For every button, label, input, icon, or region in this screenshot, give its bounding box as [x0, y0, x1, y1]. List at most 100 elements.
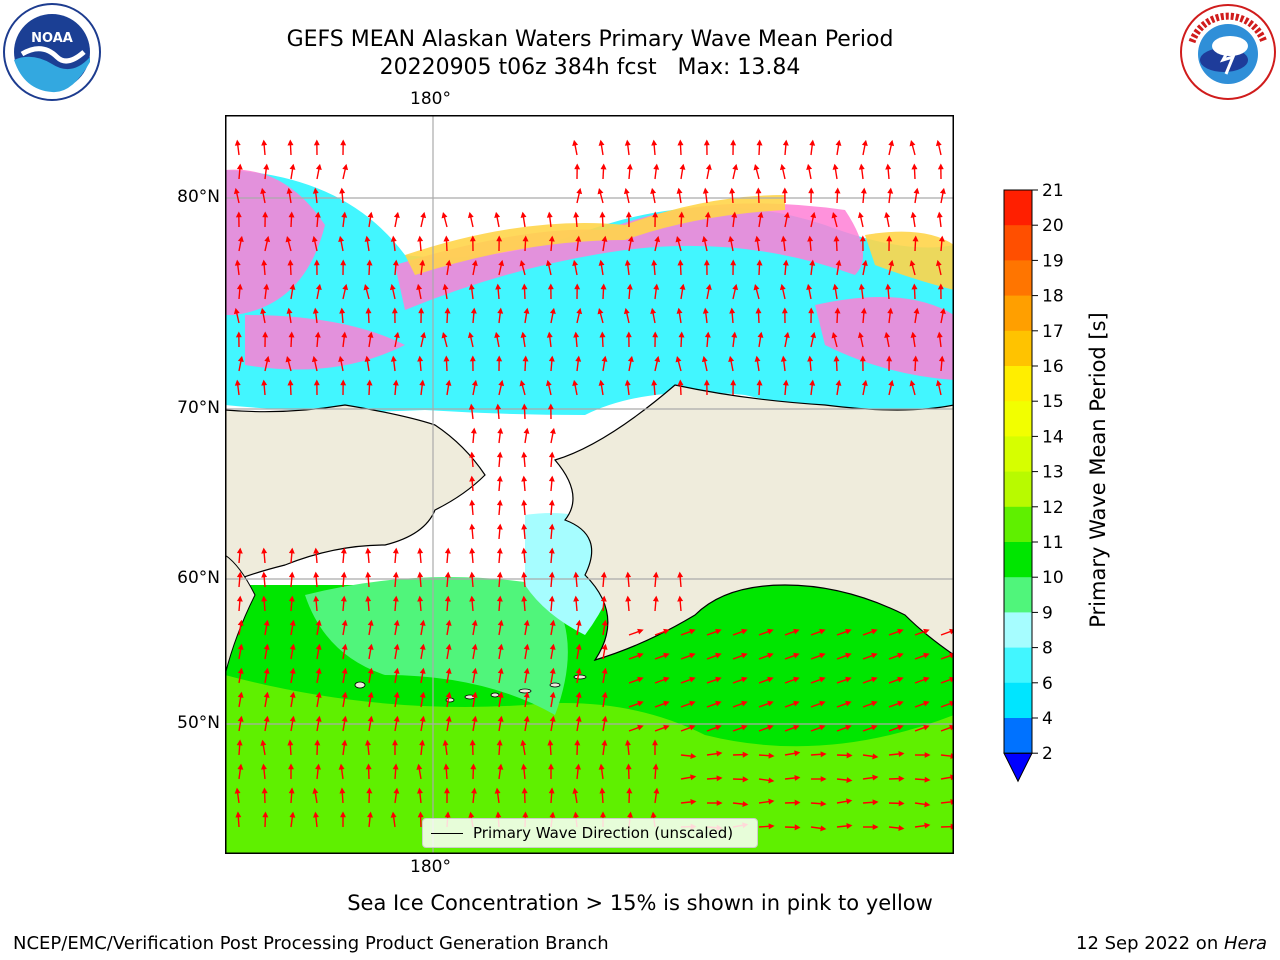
wave-arrow-head — [652, 763, 659, 770]
wave-arrow-head — [637, 676, 644, 683]
wave-arrow-head — [523, 715, 530, 722]
wave-arrow-head — [575, 715, 582, 722]
wave-arrow-head — [521, 787, 528, 794]
wave-arrow-head — [819, 652, 826, 659]
wave-arrow-head — [338, 763, 345, 770]
wave-arrow-head — [260, 739, 267, 746]
wave-arrow-head — [754, 355, 761, 362]
wave-arrow-head — [767, 700, 774, 707]
wave-arrow-head — [731, 331, 738, 338]
wave-arrow-head — [730, 259, 737, 266]
wave-arrow-head — [288, 763, 294, 770]
wave-arrow-head — [548, 595, 555, 602]
wave-arrow-head — [520, 211, 527, 218]
wave-arrow-head — [845, 628, 852, 635]
wave-arrow-head — [886, 355, 893, 362]
wave-arrow-head — [496, 739, 503, 746]
wave-arrow-head — [601, 355, 608, 362]
wave-arrow-head — [924, 752, 931, 758]
wave-arrow-head — [234, 139, 241, 146]
colorbar-tick-label: 12 — [1042, 498, 1064, 518]
wave-arrow-head — [313, 595, 320, 602]
wave-arrow-head — [237, 643, 244, 650]
colorbar-tick-label: 16 — [1042, 357, 1064, 377]
wave-arrow-head — [444, 787, 450, 794]
wave-arrow-head — [313, 379, 320, 386]
wave-arrow-head — [600, 163, 607, 170]
wave-arrow-head — [884, 331, 891, 339]
wave-arrow-head — [677, 139, 684, 146]
wave-arrow-head — [653, 787, 660, 794]
wave-arrow-head — [235, 331, 242, 338]
wave-arrow-head — [419, 643, 426, 650]
wave-arrow-head — [654, 235, 661, 243]
wave-arrow-head — [444, 307, 451, 314]
map-border — [225, 115, 954, 854]
wave-arrow-head — [366, 379, 373, 386]
wave-arrow-head — [835, 139, 842, 146]
wave-arrow-head — [367, 331, 374, 338]
wave-arrow-head — [690, 799, 697, 805]
wave-arrow-head — [469, 355, 476, 362]
wave-arrow-head — [600, 283, 607, 290]
wave-arrow-head — [341, 619, 348, 626]
wave-arrow-head — [233, 187, 240, 195]
wave-arrow-head — [523, 667, 530, 674]
wave-arrow-head — [367, 715, 374, 722]
wave-arrow-head — [937, 283, 944, 290]
wave-arrow-head — [521, 763, 527, 770]
wave-arrow-head — [237, 619, 244, 626]
wave-arrow-head — [651, 139, 658, 146]
wave-arrow-head — [419, 691, 426, 698]
wave-arrow-head — [910, 331, 917, 338]
wave-arrow-head — [548, 475, 555, 482]
wave-arrow-head — [780, 235, 787, 242]
wave-arrow-head — [887, 187, 894, 194]
wave-arrow-head — [548, 787, 555, 794]
wave-arrow-head — [389, 283, 396, 291]
wave-arrow-head — [364, 235, 371, 242]
wave-arrow-head — [872, 753, 879, 760]
wave-arrow-head — [913, 187, 920, 194]
wave-arrow-head — [419, 259, 426, 266]
wave-arrow-head — [677, 259, 684, 266]
wave-arrow-head — [810, 331, 817, 339]
wave-arrow-head — [768, 798, 775, 805]
wave-arrow-head — [624, 139, 631, 146]
wave-arrow-head — [417, 571, 424, 578]
wave-arrow-head — [689, 628, 696, 635]
wave-arrow-head — [858, 163, 865, 170]
wave-arrow-head — [703, 259, 710, 266]
wave-arrow-head — [264, 355, 271, 363]
wave-arrow-head — [263, 691, 270, 698]
wave-arrow-head — [601, 715, 608, 722]
wave-arrow-head — [757, 331, 764, 338]
wave-arrow-head — [443, 763, 450, 770]
wave-arrow-head — [312, 307, 319, 314]
wave-arrow-head — [652, 595, 659, 602]
wave-arrow-head — [728, 235, 735, 243]
wave-arrow-head — [911, 283, 918, 290]
wave-arrow-head — [887, 307, 894, 314]
wave-arrow-head — [652, 571, 659, 578]
wave-arrow-head — [652, 331, 659, 338]
wave-arrow-head — [861, 259, 868, 267]
wave-arrow-head — [831, 332, 838, 339]
wave-arrow-head — [237, 355, 244, 363]
wave-arrow-head — [470, 427, 477, 434]
wave-arrow-head — [365, 307, 372, 314]
wave-arrow-head — [576, 307, 583, 315]
wave-arrow-head — [392, 379, 399, 386]
wave-arrow-head — [523, 691, 530, 698]
wave-arrow-head — [897, 676, 904, 683]
wave-arrow-head — [819, 676, 826, 683]
wave-arrow-head — [236, 283, 243, 290]
lat-label-60: 60°N — [177, 568, 220, 588]
wave-arrow-head — [519, 380, 526, 387]
wave-arrow-head — [939, 187, 946, 195]
wave-arrow-head — [496, 595, 503, 602]
wave-arrow-head — [809, 259, 816, 266]
wave-arrow-head — [548, 355, 555, 362]
map-gridlines — [225, 115, 954, 854]
wave-arrow-head — [573, 595, 580, 602]
